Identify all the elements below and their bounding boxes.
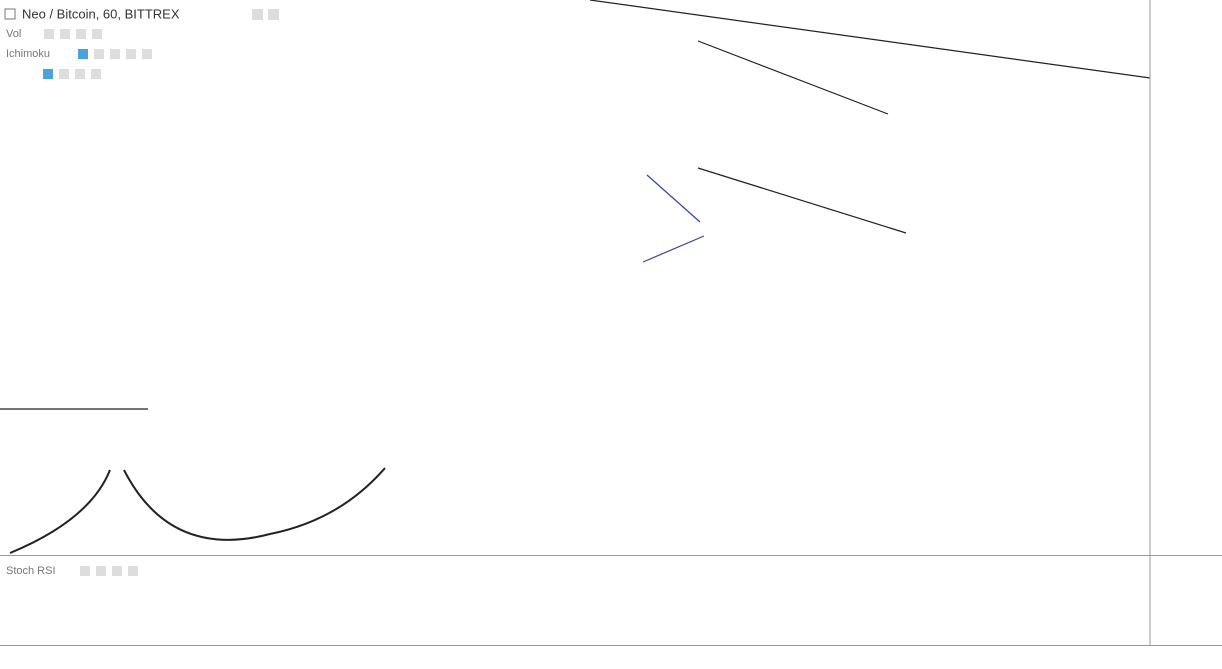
icon[interactable]	[80, 566, 90, 576]
trend-line	[589, 0, 1151, 79]
icon[interactable]	[112, 566, 122, 576]
pennant-line	[642, 235, 705, 263]
icon[interactable]	[78, 49, 88, 59]
icon[interactable]	[59, 69, 69, 79]
legend: Neo / Bitcoin, 60, BITTREX Vol Ichimoku …	[4, 6, 279, 577]
icon[interactable]	[126, 49, 136, 59]
icon[interactable]	[96, 566, 106, 576]
cup-arc	[9, 469, 111, 554]
indicator-label[interactable]: Ichimoku	[6, 48, 50, 60]
icon[interactable]	[252, 9, 263, 20]
trend-line	[697, 40, 889, 115]
collapse-icon[interactable]	[4, 8, 16, 20]
icon[interactable]	[76, 29, 86, 39]
trend-line	[697, 167, 907, 234]
icon[interactable]	[92, 29, 102, 39]
indicator-label[interactable]: Vol	[6, 28, 21, 40]
icon[interactable]	[75, 69, 85, 79]
icon[interactable]	[142, 49, 152, 59]
icon[interactable]	[110, 49, 120, 59]
icon[interactable]	[268, 9, 279, 20]
icon[interactable]	[43, 69, 53, 79]
drawings	[0, 0, 1151, 554]
cup-arc	[123, 467, 386, 541]
icon[interactable]	[128, 566, 138, 576]
icon[interactable]	[94, 49, 104, 59]
icon[interactable]	[91, 69, 101, 79]
icon[interactable]	[44, 29, 54, 39]
icon[interactable]	[60, 29, 70, 39]
chart-title: Neo / Bitcoin, 60, BITTREX	[22, 6, 180, 21]
panel-title: Stoch RSI	[6, 565, 56, 577]
pennant-line	[646, 174, 701, 223]
